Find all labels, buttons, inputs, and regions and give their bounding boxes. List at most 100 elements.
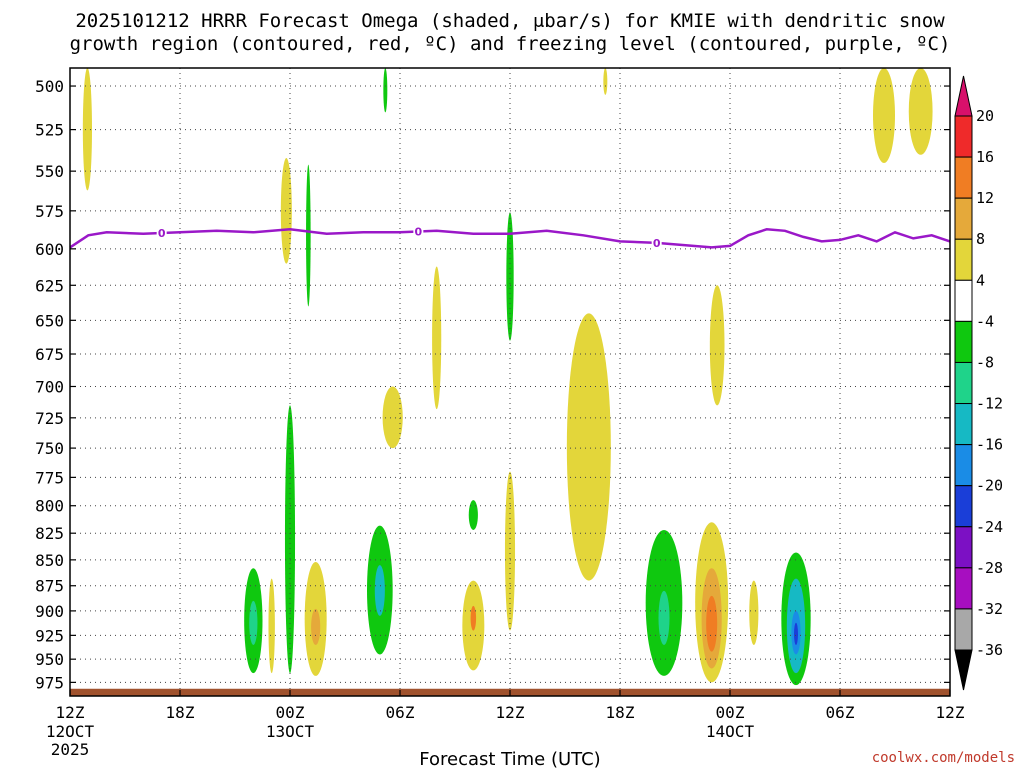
omega-region-2 — [306, 164, 311, 307]
freezing-level-contour: 0 0 0 — [69, 224, 951, 250]
omega-region-33 — [908, 68, 933, 155]
y-tick-label-950: 950 — [35, 650, 64, 669]
colorbar-segment-7 — [954, 361, 973, 405]
omega-region-3 — [383, 68, 388, 113]
x-tick-sublabel-36: 14OCT — [706, 722, 755, 741]
omega-region-5 — [432, 266, 442, 410]
x-tick-label-36: 00Z — [716, 703, 745, 722]
colorbar-bottom-arrow — [954, 649, 973, 691]
freezing-level-label-2: 0 — [653, 237, 661, 250]
colorbar-label-7: -12 — [976, 395, 1003, 413]
colorbar-label-8: -16 — [976, 436, 1003, 454]
omega-region-14 — [249, 600, 258, 645]
x-tick-label-30: 18Z — [606, 703, 635, 722]
colorbar-label-9: -20 — [976, 477, 1003, 495]
omega-region-10 — [284, 405, 296, 674]
omega-region-17 — [311, 608, 321, 645]
y-tick-label-850: 850 — [35, 551, 64, 570]
freezing-level-label-0: 0 — [158, 227, 166, 240]
colorbar-segment-2 — [954, 156, 973, 199]
y-tick-label-900: 900 — [35, 602, 64, 621]
y-tick-label-650: 650 — [35, 311, 64, 330]
freezing-level-label-1: 0 — [415, 226, 423, 239]
x-tick-label-48: 12Z — [936, 703, 965, 722]
x-tick-label-24: 12Z — [496, 703, 525, 722]
y-tick-label-575: 575 — [35, 202, 64, 221]
omega-region-1 — [280, 158, 292, 264]
y-tick-label-700: 700 — [35, 377, 64, 396]
y-tick-label-875: 875 — [35, 577, 64, 596]
y-tick-label-925: 925 — [35, 626, 64, 645]
y-tick-label-775: 775 — [35, 468, 64, 487]
x-tick-sublabel2-0: 2025 — [51, 740, 90, 759]
omega-region-6 — [506, 212, 514, 341]
colorbar-segment-5 — [954, 279, 973, 322]
chart-title-line2: growth region (contoured, red, ºC) and f… — [70, 33, 951, 55]
omega-region-8 — [566, 313, 611, 581]
y-tick-label-675: 675 — [35, 345, 64, 364]
colorbar-top-arrow — [954, 75, 973, 117]
x-tick-label-6: 18Z — [166, 703, 195, 722]
x-tick-sublabel-12: 13OCT — [266, 722, 315, 741]
colorbar-segment-6 — [954, 320, 973, 363]
omega-region-9 — [709, 285, 725, 406]
colorbar-segment-1 — [954, 115, 973, 158]
x-axis-label: Forecast Time (UTC) — [419, 749, 600, 768]
colorbar-label-0: 20 — [976, 107, 994, 125]
colorbar-segment-4 — [954, 238, 973, 281]
colorbar-label-10: -24 — [976, 518, 1003, 536]
omega-region-32 — [873, 68, 895, 163]
y-tick-label-800: 800 — [35, 497, 64, 516]
y-tick-label-825: 825 — [35, 524, 64, 543]
x-tick-label-18: 06Z — [386, 703, 415, 722]
colorbar-label-5: -4 — [976, 312, 994, 330]
freezing-label-bg-1 — [413, 224, 424, 239]
credit-link[interactable]: coolwx.com/models — [872, 750, 1015, 766]
colorbar-segment-13 — [954, 608, 973, 651]
omega-region-12 — [504, 471, 516, 631]
colorbar-label-1: 16 — [976, 148, 994, 166]
colorbar-label-11: -28 — [976, 559, 1003, 577]
omega-shaded-regions — [82, 67, 933, 686]
colorbar-segment-11 — [954, 526, 973, 569]
omega-region-23 — [658, 590, 670, 645]
x-tick-label-12: 00Z — [276, 703, 305, 722]
omega-region-31 — [794, 622, 798, 645]
freezing-label-bg-2 — [651, 235, 662, 250]
omega-region-26 — [706, 595, 718, 652]
y-tick-label-725: 725 — [35, 409, 64, 428]
omega-region-0 — [82, 67, 92, 191]
x-tick-label-0: 12Z — [56, 703, 85, 722]
omega-colorbar: 20 16 12 8 4 -4 -8 -12 -16 -20 -24 -28 -32 -36 — [954, 75, 1003, 691]
gridlines — [70, 68, 950, 696]
omega-region-7 — [382, 386, 403, 449]
colorbar-segment-8 — [954, 403, 973, 446]
omega-region-19 — [374, 565, 385, 616]
omega-region-21 — [470, 605, 477, 631]
omega-region-11 — [468, 500, 478, 530]
y-tick-label-500: 500 — [35, 77, 64, 96]
omega-region-15 — [268, 578, 275, 674]
colorbar-label-2: 12 — [976, 189, 994, 207]
freezing-label-bg-0 — [156, 226, 167, 241]
freezing-level-line — [69, 228, 951, 249]
omega-region-27 — [749, 580, 759, 645]
omega-region-4 — [603, 68, 608, 95]
x-tick-sublabel-0: 12OCT — [46, 722, 95, 741]
colorbar-segment-12 — [954, 567, 973, 610]
chart-title-line1: 2025101212 HRRR Forecast Omega (shaded, … — [75, 10, 945, 32]
y-tick-label-600: 600 — [35, 240, 64, 259]
x-tick-label-42: 06Z — [826, 703, 855, 722]
y-axis-pressure-ticks: 500 525 550 575 600 625 650 675 700 725 750 775 800 8… — [35, 77, 950, 692]
y-tick-label-750: 750 — [35, 439, 64, 458]
colorbar-segment-3 — [954, 197, 973, 240]
colorbar-label-13: -36 — [976, 641, 1003, 659]
colorbar-label-4: 4 — [976, 271, 985, 289]
colorbar-segment-9 — [954, 444, 973, 487]
colorbar-label-12: -32 — [976, 600, 1003, 618]
colorbar-segment-10 — [954, 485, 973, 528]
y-tick-label-625: 625 — [35, 276, 64, 295]
y-tick-label-550: 550 — [35, 162, 64, 181]
